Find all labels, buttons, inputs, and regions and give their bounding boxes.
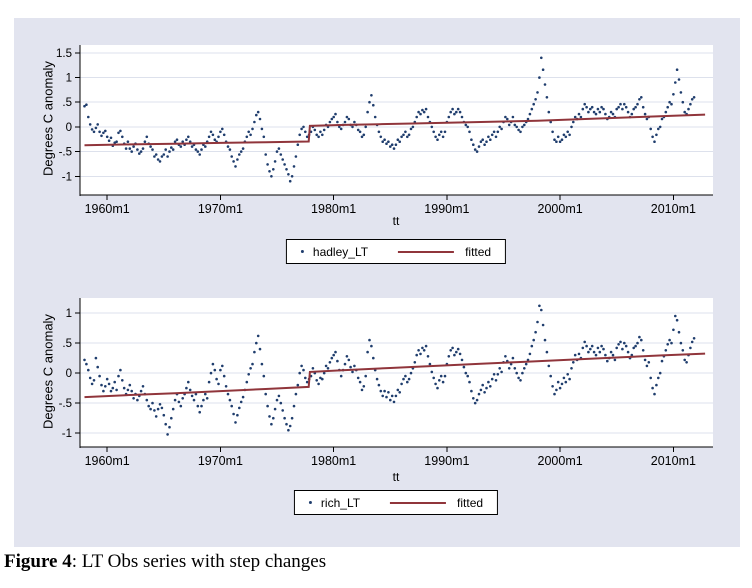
x-tick-label: 2010m1 [651,202,696,216]
x-tick-label: 1960m1 [85,454,130,468]
gridlines [80,52,713,177]
y-tick-label: .5 [62,97,72,109]
y-tick-label: -.5 [59,147,72,159]
gridlines [80,312,713,434]
x-tick-label: 2000m1 [538,454,583,468]
axes: 1 .5 0 -.5 -1 1960m1 1970m1 1980m1 1990m1 2000m1 2… [59,298,713,468]
scatter-marker-icon [308,501,312,504]
y-tick-label: 0 [66,368,72,380]
stata-graph-block: 1.5 1.5 0 -.5 -1 1960m1 1970m1 1980m1 1990m1 2000… [14,18,740,547]
x-tick-label: 2010m1 [651,454,696,468]
x-tick-label: 1970m1 [198,202,243,216]
bottom-legend: rich_LT fitted [293,490,499,515]
x-tick-label: 1990m1 [424,454,469,468]
bottom-panel: 1 .5 0 -.5 -1 1960m1 1970m1 1980m1 1990m1 2000m1 2… [59,298,713,468]
bottom-y-axis-title: Degrees C anomaly [40,314,56,429]
figure-caption: Figure 4: LT Obs series with step change… [4,551,326,573]
x-tick-label: 1980m1 [311,202,356,216]
bottom-x-axis-title: tt [392,470,400,484]
bottom-legend-series-label: rich_LT [320,495,361,510]
figure-caption-label: Figure 4 [4,551,72,572]
top-x-axis-title: tt [392,214,400,228]
top-legend-fitted-label: fitted [465,244,492,259]
top-legend-series-label: hadley_LT [312,244,369,259]
bottom-legend-fitted-label: fitted [457,495,484,510]
fitted-line-sample-icon [398,250,455,253]
x-tick-label: 1970m1 [198,454,243,468]
scatter-series-rich_LT [83,304,696,436]
x-tick-label: 2000m1 [538,202,583,216]
y-tick-label: 0 [66,122,72,134]
y-tick-label: -1 [62,171,72,183]
plot-area [80,45,713,195]
x-tick-label: 1980m1 [311,454,356,468]
fitted-line-bottom [84,352,706,399]
fitted-line-sample-icon [390,501,447,504]
top-legend: hadley_LT fitted [285,239,507,264]
fitted-line-top [84,113,706,147]
figure-caption-text: : LT Obs series with step changes [71,551,327,572]
y-tick-label: -1 [62,428,72,440]
y-tick-label: 1 [66,73,72,85]
y-tick-label: -.5 [59,398,72,410]
top-y-axis-title: Degrees C anomaly [40,61,56,176]
y-tick-label: .5 [62,338,72,350]
x-tick-label: 1960m1 [85,202,130,216]
x-tick-label: 1990m1 [424,202,469,216]
y-tick-label: 1.5 [56,48,72,60]
plot-area [80,298,713,447]
y-tick-label: 1 [66,308,72,320]
scatter-marker-icon [300,250,304,253]
